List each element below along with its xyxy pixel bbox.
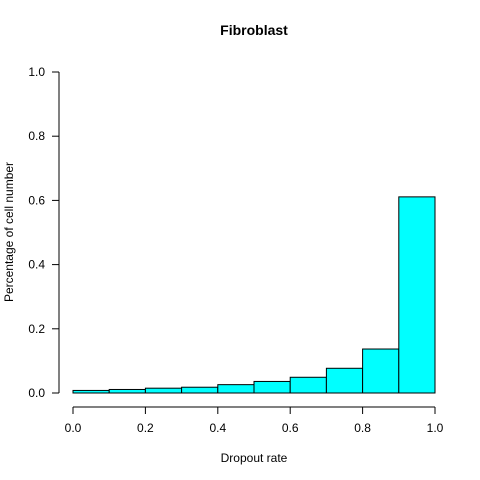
chart-title: Fibroblast [220, 22, 288, 38]
y-tick-label: 0.6 [28, 193, 45, 207]
y-tick-label: 0.2 [28, 322, 45, 336]
y-tick-label: 0.8 [28, 129, 45, 143]
histogram-bar-4 [217, 384, 255, 394]
x-tick-label: 0.8 [354, 421, 371, 435]
y-tick-label: 1.0 [28, 65, 45, 79]
x-tick-label: 0.4 [209, 421, 226, 435]
x-tick-label: 0.0 [65, 421, 82, 435]
histogram-bars [72, 196, 436, 394]
y-axis: 0.0 0.2 0.4 0.6 0.8 1.0 [28, 65, 60, 400]
x-axis: 0.0 0.2 0.4 0.6 0.8 1.0 [65, 406, 444, 435]
histogram-bar-7 [325, 367, 364, 394]
histogram-bar-8 [362, 348, 400, 394]
y-axis-label: Percentage of cell number [2, 162, 16, 302]
y-tick-label: 0.0 [28, 386, 45, 400]
histogram-bar-5 [253, 380, 291, 394]
histogram-bar-9 [398, 196, 436, 394]
histogram-bar-0 [72, 389, 110, 394]
x-axis-label: Dropout rate [221, 451, 288, 465]
x-tick-label: 1.0 [427, 421, 444, 435]
x-tick-label: 0.2 [137, 421, 154, 435]
histogram-bar-6 [289, 376, 327, 394]
histogram-bar-2 [144, 387, 183, 394]
y-tick-label: 0.4 [28, 258, 45, 272]
x-tick-label: 0.6 [282, 421, 299, 435]
histogram-bar-3 [181, 386, 219, 394]
histogram-bar-1 [108, 388, 146, 394]
